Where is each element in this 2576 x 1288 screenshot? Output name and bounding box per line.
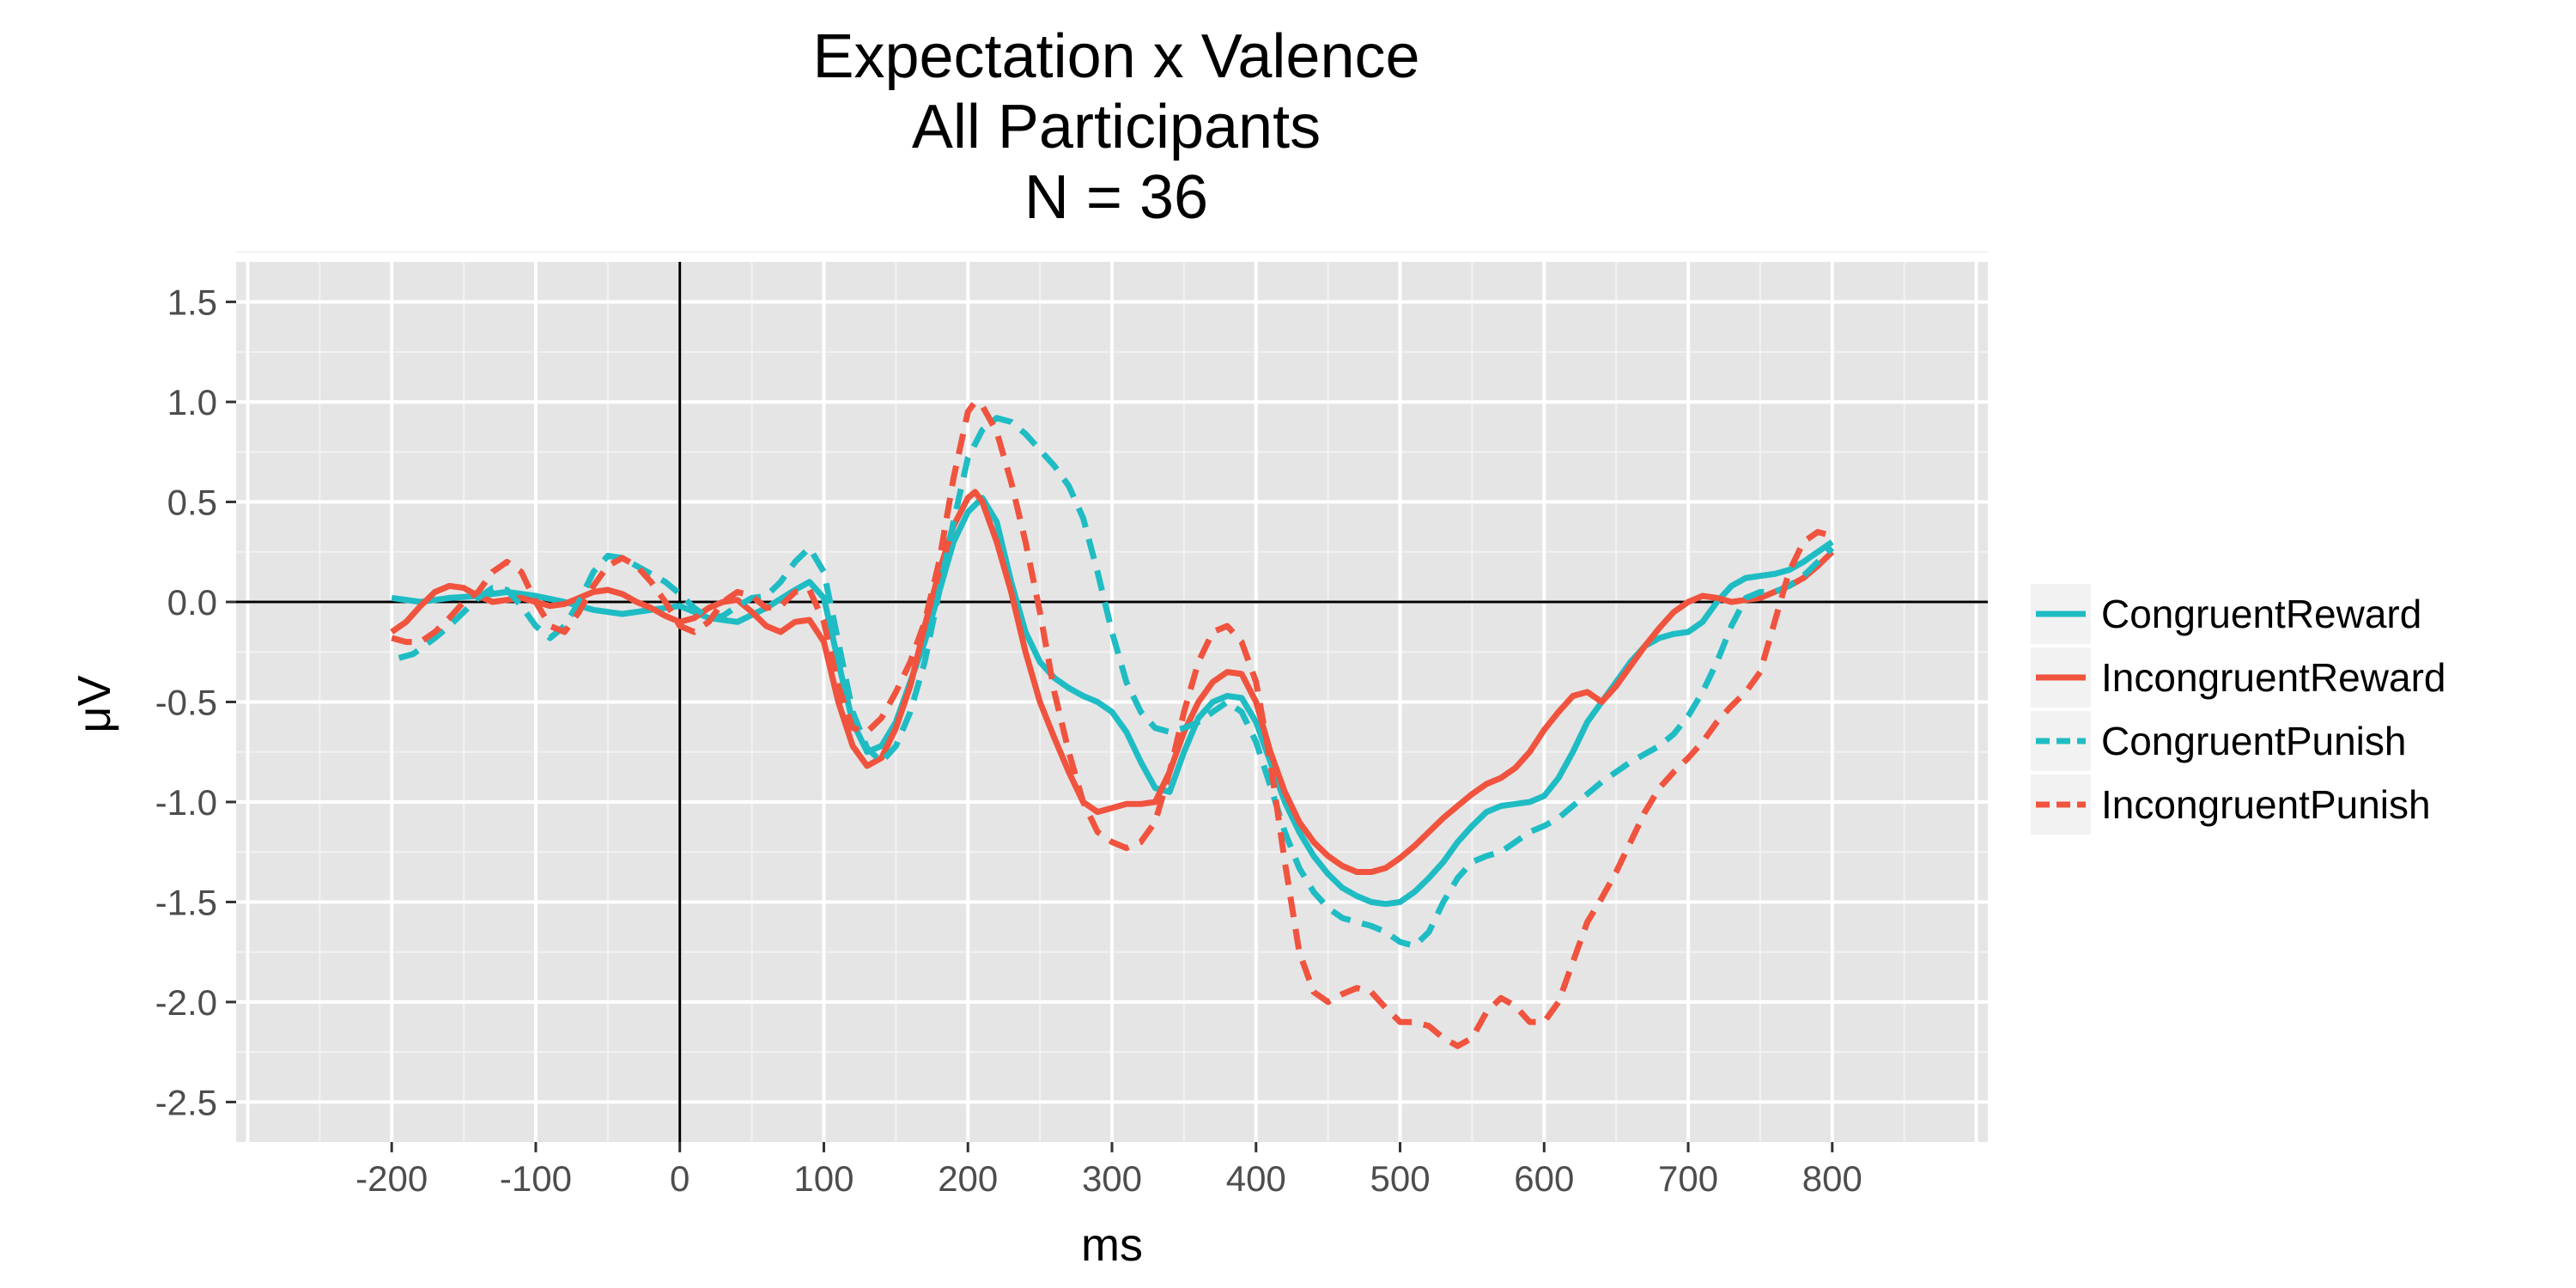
legend-label: IncongruentPunish xyxy=(2101,782,2431,827)
y-axis-title: μV xyxy=(69,675,120,732)
legend-item-CongruentReward: CongruentReward xyxy=(2031,584,2421,644)
y-tick-label: 1.0 xyxy=(167,382,217,422)
series-line-IncongruentReward xyxy=(390,489,1835,875)
y-tick-label: -1.5 xyxy=(155,882,217,922)
series-lines xyxy=(390,398,1835,1049)
x-axis: -200 -100 0 100 200 300 400 500 600 700 800 xyxy=(355,1142,1862,1199)
y-tick-label: 1.5 xyxy=(167,283,217,323)
chart-title-line-3: N = 36 xyxy=(1024,163,1208,232)
x-tick-label: 0 xyxy=(670,1158,690,1199)
y-tick-label: -1.0 xyxy=(155,782,217,823)
y-tick-label: 0.5 xyxy=(167,483,217,523)
y-tick-label: 0.0 xyxy=(167,582,217,623)
y-tick-label: -2.0 xyxy=(155,982,217,1023)
chart-title: Expectation x Valence All Participants N… xyxy=(812,22,1419,232)
x-tick-label: 600 xyxy=(1514,1158,1574,1199)
x-tick-label: 100 xyxy=(793,1158,854,1199)
legend-item-CongruentPunish: CongruentPunish xyxy=(2031,711,2406,771)
x-tick-label: -200 xyxy=(355,1158,428,1199)
x-tick-label: -100 xyxy=(500,1158,572,1199)
legend: CongruentReward IncongruentReward Congruen… xyxy=(2031,584,2445,835)
x-tick-label: 300 xyxy=(1082,1158,1142,1199)
legend-item-IncongruentReward: IncongruentReward xyxy=(2031,647,2445,708)
x-tick-label: 800 xyxy=(1802,1158,1862,1199)
legend-label: CongruentReward xyxy=(2101,592,2421,636)
x-tick-label: 700 xyxy=(1658,1158,1718,1199)
x-tick-label: 500 xyxy=(1370,1158,1430,1199)
y-axis: 1.5 1.0 0.5 0.0 -0.5 -1.0 -1.5 -2.0 -2.5 xyxy=(155,283,236,1122)
legend-label: CongruentPunish xyxy=(2101,719,2406,763)
chart-title-line-2: All Participants xyxy=(912,93,1321,161)
x-tick-label: 400 xyxy=(1226,1158,1286,1199)
y-tick-label: -0.5 xyxy=(155,683,217,723)
series-line-IncongruentPunish xyxy=(391,398,1833,1049)
legend-item-IncongruentPunish: IncongruentPunish xyxy=(2031,775,2431,835)
x-tick-label: 200 xyxy=(938,1158,998,1199)
x-axis-title: ms xyxy=(1081,1219,1143,1271)
y-tick-label: -2.5 xyxy=(155,1082,217,1122)
chart-title-line-1: Expectation x Valence xyxy=(812,22,1419,91)
legend-label: IncongruentReward xyxy=(2101,655,2445,700)
